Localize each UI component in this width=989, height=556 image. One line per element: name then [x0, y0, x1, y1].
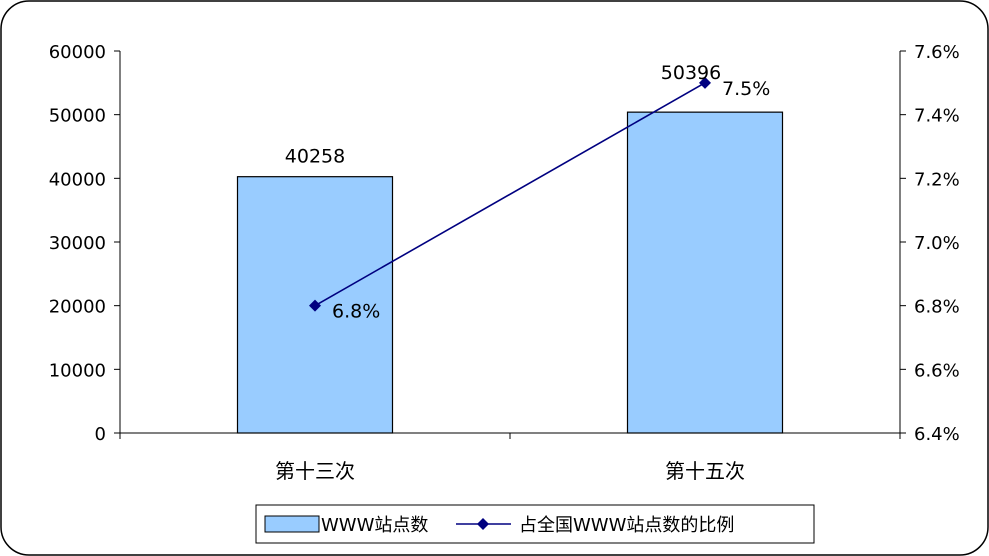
line-series: [309, 76, 711, 312]
y-left-tick-label: 30000: [49, 233, 106, 254]
y-left-tick-label: 40000: [49, 169, 106, 190]
x-category-label: 第十三次: [275, 459, 355, 483]
axes: 0 10000 20000 30000 40000 50000 60000 6.4% 6.6% 6…: [49, 42, 960, 483]
y-left-tick-label: 50000: [49, 106, 106, 127]
y-right-tick-label: 6.6%: [914, 360, 960, 381]
bar-data-label: 40258: [285, 146, 345, 168]
y-right-tick-label: 7.0%: [914, 233, 960, 254]
bar-data-label: 50396: [661, 62, 721, 84]
y-right-tick-label: 7.4%: [914, 106, 960, 127]
y-left-tick-label: 60000: [49, 42, 106, 63]
data-labels: 40258 50396 6.8% 7.5%: [285, 62, 771, 323]
legend-line-marker: [477, 518, 489, 530]
y-right-tick-label: 7.6%: [914, 42, 960, 63]
x-category-label: 第十五次: [665, 459, 745, 483]
series-line: [314, 82, 706, 307]
y-right-tick-label: 6.8%: [914, 297, 960, 318]
line-data-label: 6.8%: [332, 301, 380, 323]
legend-box: [255, 504, 815, 544]
bar: [626, 111, 784, 434]
y-left-tick-label: 10000: [49, 360, 106, 381]
y-left-tick-label: 20000: [49, 297, 106, 318]
y-right-tick-label: 6.4%: [914, 424, 960, 445]
legend-line-label: 占全国WWW站点数的比例: [519, 515, 734, 536]
y-right-tick-label: 7.2%: [914, 169, 960, 190]
line-point-marker: [309, 299, 321, 312]
y-left-tick-label: 0: [95, 424, 106, 445]
legend-bar-label: WWW站点数: [321, 515, 428, 536]
line-point-marker: [699, 76, 711, 89]
line-data-label: 7.5%: [722, 78, 770, 100]
legend: WWW站点数 占全国WWW站点数的比例: [255, 504, 815, 544]
legend-bar-swatch: [264, 515, 320, 533]
